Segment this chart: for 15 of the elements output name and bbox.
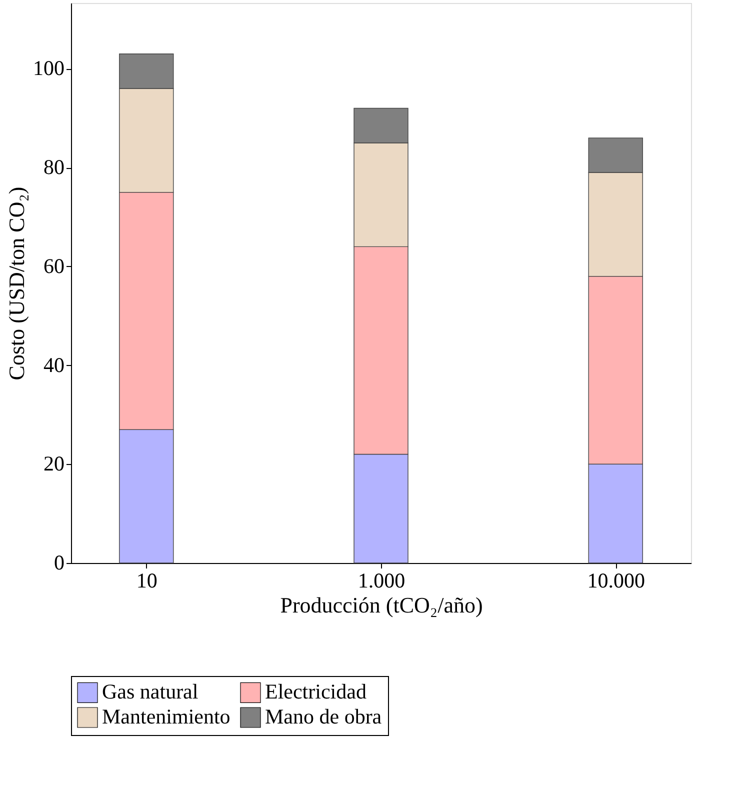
- y-tick-label: 60: [44, 254, 64, 278]
- legend-label: Electricidad: [265, 680, 367, 704]
- legend-label: Mantenimiento: [102, 704, 230, 728]
- y-tick-label: 40: [44, 352, 64, 377]
- y-tick-label: 100: [33, 56, 64, 80]
- y-tick-label: 20: [44, 452, 64, 476]
- x-tick-label: 10: [136, 568, 158, 592]
- legend-label: Mano de obra: [265, 704, 382, 728]
- x-axis-title: Producción (tCO₂/año): [280, 592, 483, 618]
- x-tick-label: 1.000: [358, 568, 406, 592]
- y-tick-label: 80: [44, 155, 64, 180]
- y-tick-label: 0: [54, 550, 64, 574]
- legend-label: Gas natural: [102, 680, 198, 704]
- x-tick-label: 10.000: [587, 568, 645, 592]
- y-axis-title: Costo (USD/ton CO₂): [4, 186, 29, 380]
